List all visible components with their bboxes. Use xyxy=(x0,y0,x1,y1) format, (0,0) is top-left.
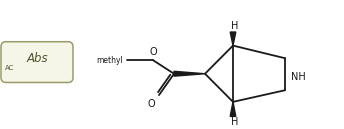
Text: H: H xyxy=(231,117,239,127)
FancyBboxPatch shape xyxy=(1,42,73,82)
Text: NH: NH xyxy=(291,72,306,82)
Text: AC: AC xyxy=(5,65,15,71)
Polygon shape xyxy=(230,32,236,46)
Text: Abs: Abs xyxy=(26,52,48,65)
Text: H: H xyxy=(231,21,239,31)
Text: O: O xyxy=(147,99,155,109)
Polygon shape xyxy=(174,71,205,76)
Polygon shape xyxy=(230,102,236,116)
Text: O: O xyxy=(149,47,157,57)
Text: methyl: methyl xyxy=(96,56,123,65)
